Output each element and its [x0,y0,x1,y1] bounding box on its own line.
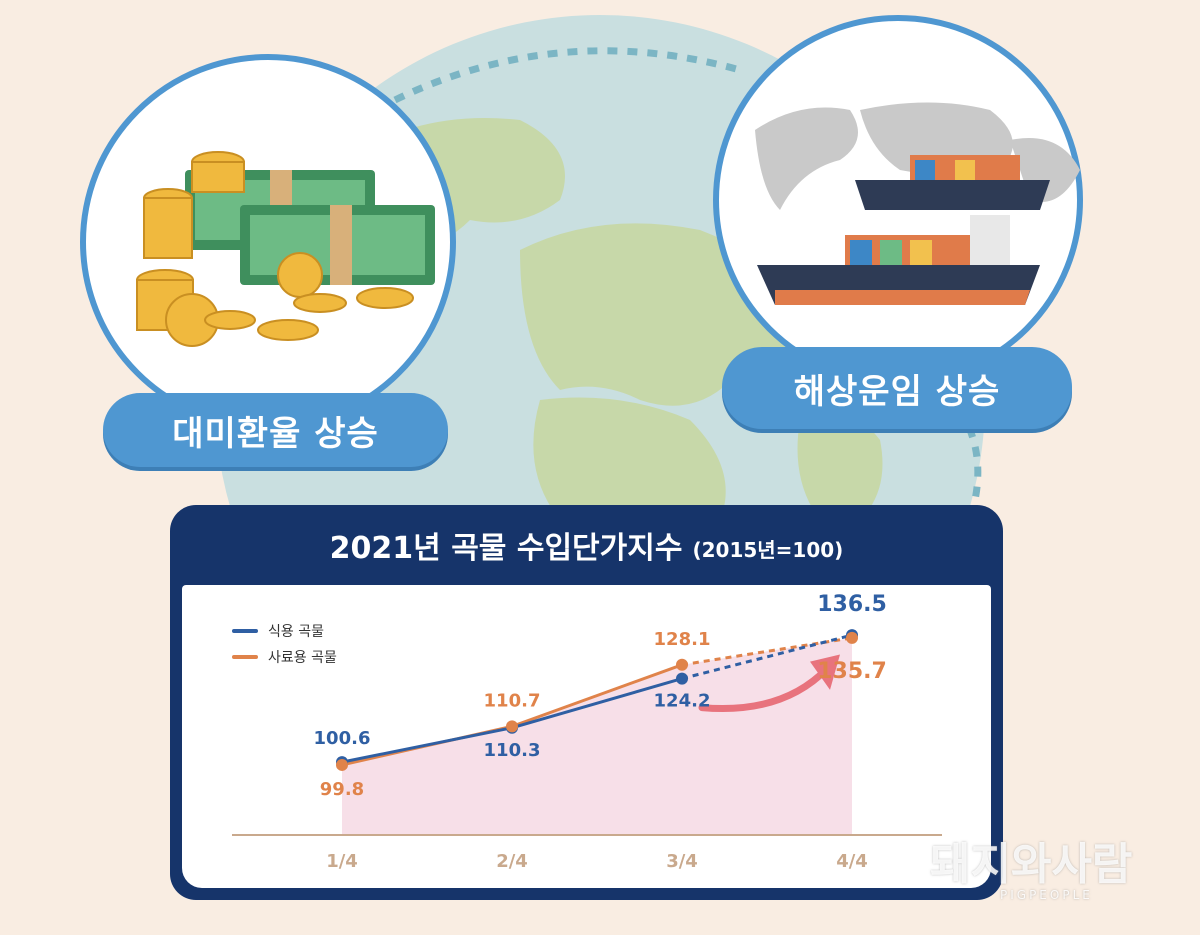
chart-title: 2021년 곡물 수입단가지수 [329,531,683,566]
chart-card: 2021년 곡물 수입단가지수 (2015년=100) 식용 곡물 사료용 곡물… [170,505,1003,900]
legend-label-feed: 사료용 곡물 [268,650,337,666]
legend-label-food: 식용 곡물 [268,624,324,640]
trend-arrow [698,665,831,712]
food-data-label: 136.5 [817,592,887,617]
legend-item-food: 식용 곡물 [232,621,324,641]
feed-point [506,720,518,733]
food-line-segment [681,633,853,681]
watermark-sub: PIGPEOPLE [1000,888,1093,902]
coin-icon [136,151,414,347]
line-chart: 100.6 110.3 124.2 136.5 99.8 110.7 128.1 135.7 1… [232,592,942,872]
chart-subtitle: (2015년=100) [692,537,844,562]
shipping-illustration [713,15,1083,385]
feed-data-label: 110.7 [484,690,541,711]
feed-line-segment [511,663,683,728]
legend-swatch-food [232,629,258,633]
x-tick-label: 2/4 [496,851,528,872]
container-ship-icon [757,155,1050,305]
feed-data-label: 135.7 [817,659,887,684]
ocean-freight-rise-label: 해상운임 상승 [722,347,1072,429]
x-tick-label: 1/4 [326,851,358,872]
shaded-area [342,637,852,835]
chart-title-bar: 2021년 곡물 수입단가지수 (2015년=100) [170,505,1003,585]
food-point [676,672,688,685]
trend-arrowhead [810,654,840,690]
money-illustration [80,54,456,430]
food-line-segment [341,726,513,764]
feed-point [676,658,688,671]
food-data-label: 110.3 [484,740,541,761]
exchange-rate-rise-label: 대미환율 상승 [103,393,448,467]
watermark-logo: 돼지와사람 [930,839,1133,890]
chart-area: 식용 곡물 사료용 곡물 100.6 110.3 124.2 136.5 99.8 110… [182,585,991,888]
x-tick-label: 3/4 [666,851,698,872]
feed-data-label: 99.8 [320,779,364,800]
feed-data-label: 128.1 [654,629,711,650]
feed-point [846,631,858,644]
x-tick-label: 4/4 [836,851,868,872]
legend-swatch-feed [232,655,258,659]
dotted-arc [393,47,741,104]
legend-item-feed: 사료용 곡물 [232,647,337,667]
food-data-label: 124.2 [654,691,711,712]
food-data-label: 100.6 [314,728,371,749]
food-line-segment [511,677,683,730]
feed-point [336,758,348,771]
